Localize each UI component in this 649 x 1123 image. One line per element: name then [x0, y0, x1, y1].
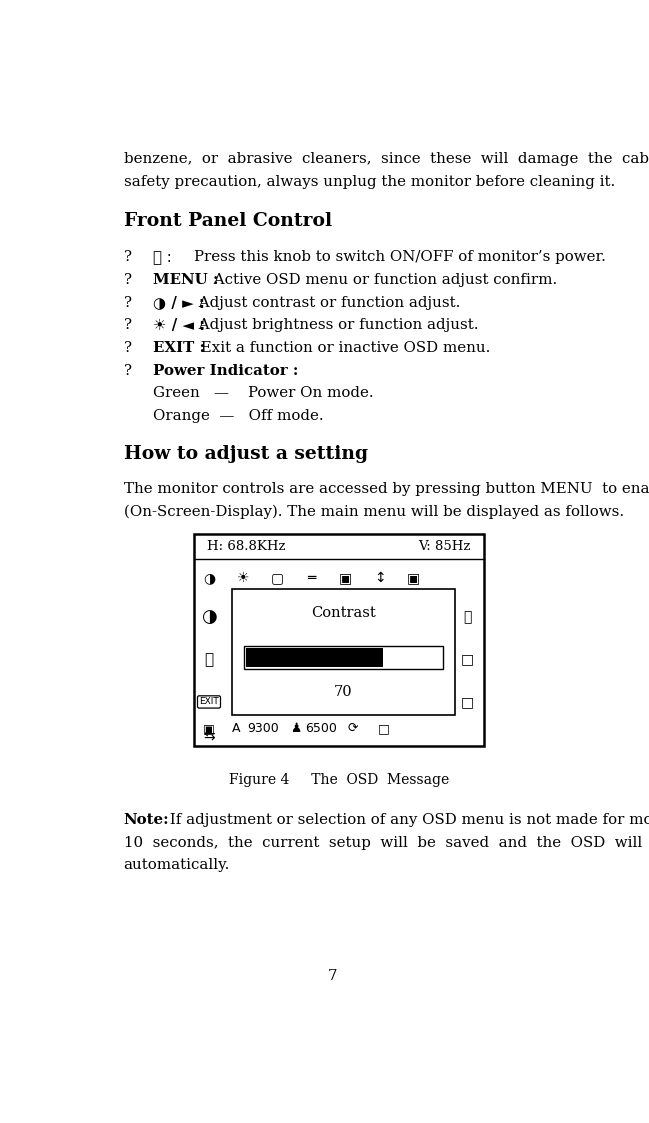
Text: Green   —    Power On mode.: Green — Power On mode. [153, 386, 374, 401]
Text: The monitor controls are accessed by pressing button MENU  to enable OSD: The monitor controls are accessed by pre… [124, 482, 649, 496]
Text: A: A [232, 722, 240, 736]
Bar [244, 646, 443, 669]
Text: ↕: ↕ [374, 572, 386, 585]
Text: Adjust contrast or function adjust.: Adjust contrast or function adjust. [193, 295, 460, 310]
Text: EXIT: EXIT [199, 697, 219, 706]
Text: ?: ? [124, 341, 132, 355]
Text: Active OSD menu or function adjust confirm.: Active OSD menu or function adjust confi… [209, 273, 557, 286]
Text: ◑: ◑ [201, 609, 217, 627]
Text: Power Indicator :: Power Indicator : [153, 364, 299, 377]
Text: 10  seconds,  the  current  setup  will  be  saved  and  the  OSD  will  disappe: 10 seconds, the current setup will be sa… [124, 836, 649, 849]
Text: ═: ═ [307, 572, 315, 585]
Text: ⧖: ⧖ [463, 610, 471, 624]
Text: □: □ [461, 652, 474, 667]
Text: ?: ? [124, 295, 132, 310]
Text: Exit a function or inactive OSD menu.: Exit a function or inactive OSD menu. [196, 341, 490, 355]
Text: Contrast: Contrast [311, 606, 376, 620]
Text: How to adjust a setting: How to adjust a setting [124, 446, 368, 464]
Text: ⇆: ⇆ [203, 730, 215, 743]
Text: ◑: ◑ [203, 572, 215, 585]
Text: □: □ [378, 722, 389, 736]
Text: automatically.: automatically. [124, 858, 230, 873]
Text: ♟: ♟ [290, 722, 301, 736]
Text: (On-Screen-Display). The main menu will be displayed as follows.: (On-Screen-Display). The main menu will … [124, 504, 624, 519]
Bar [232, 588, 455, 715]
Text: Press this knob to switch ON/OFF of monitor’s power.: Press this knob to switch ON/OFF of moni… [193, 250, 606, 264]
Text: 70: 70 [334, 685, 353, 699]
Text: safety precaution, always unplug the monitor before cleaning it.: safety precaution, always unplug the mon… [124, 175, 615, 189]
Text: ?: ? [124, 318, 132, 332]
Text: Orange  —   Off mode.: Orange — Off mode. [153, 409, 324, 423]
Text: 6500: 6500 [306, 722, 337, 736]
Text: ▢: ▢ [271, 572, 284, 585]
Text: ▣: ▣ [339, 572, 352, 585]
Text: □: □ [461, 695, 474, 709]
Text: ▣: ▣ [407, 572, 420, 585]
Text: benzene,  or  abrasive  cleaners,  since  these  will  damage  the  cabinet.  As: benzene, or abrasive cleaners, since the… [124, 153, 649, 166]
Text: 7: 7 [328, 968, 337, 983]
Text: ☀ / ◄ :: ☀ / ◄ : [153, 318, 205, 334]
Text: ▣: ▣ [203, 722, 215, 736]
Text: Figure 4     The  OSD  Message: Figure 4 The OSD Message [228, 773, 449, 787]
Text: EXIT :: EXIT : [153, 341, 205, 355]
Bar [246, 648, 382, 667]
Text: ◑ / ► :: ◑ / ► : [153, 295, 205, 311]
Text: Note:: Note: [124, 813, 169, 827]
Text: Adjust brightness or function adjust.: Adjust brightness or function adjust. [193, 318, 478, 332]
Text: 9300: 9300 [247, 722, 279, 736]
Text: ☀: ☀ [237, 572, 249, 585]
Text: ?: ? [124, 364, 132, 377]
Text: If adjustment or selection of any OSD menu is not made for more than: If adjustment or selection of any OSD me… [165, 813, 649, 827]
Text: V: 85Hz: V: 85Hz [418, 540, 470, 554]
Bar [193, 535, 484, 746]
Text: Ⓣ: Ⓣ [204, 652, 214, 667]
Text: ⓘ :: ⓘ : [153, 250, 172, 265]
Text: MENU :: MENU : [153, 273, 219, 286]
Text: H: 68.8KHz: H: 68.8KHz [208, 540, 286, 554]
Text: ?: ? [124, 250, 132, 264]
Text: ?: ? [124, 273, 132, 286]
Text: Front Panel Control: Front Panel Control [124, 211, 332, 229]
Text: ⟳: ⟳ [347, 722, 358, 736]
